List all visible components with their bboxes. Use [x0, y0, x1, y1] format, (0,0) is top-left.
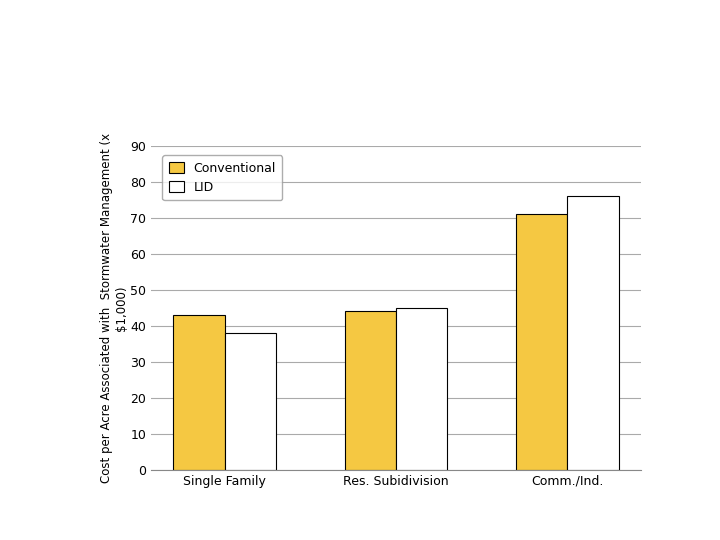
Text: COST: LID vs. Conventional Stormwater: COST: LID vs. Conventional Stormwater: [18, 18, 482, 38]
Y-axis label: Cost per Acre Associated with  Stormwater Management (x
$1,000): Cost per Acre Associated with Stormwater…: [99, 133, 127, 483]
Legend: Conventional, LID: Conventional, LID: [162, 156, 282, 200]
Bar: [174, 315, 225, 470]
Bar: [345, 312, 396, 470]
Bar: [516, 214, 567, 470]
Bar: [396, 308, 447, 470]
Bar: [567, 196, 618, 470]
Bar: [225, 333, 276, 470]
